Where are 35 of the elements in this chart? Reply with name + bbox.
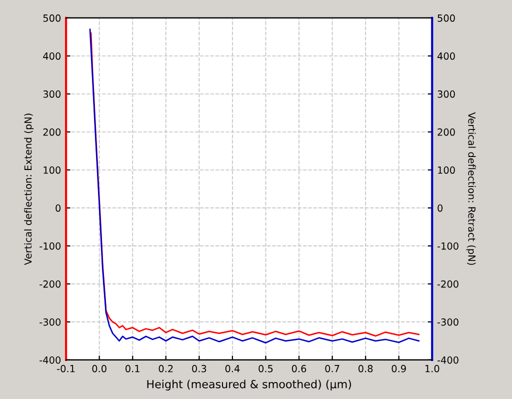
y2-tick-label: 200 — [438, 128, 455, 136]
y2-tick-label: 0 — [438, 204, 443, 212]
y2-tick-label: -100 — [437, 242, 458, 250]
x-tick-label: 0.7 — [325, 364, 340, 372]
y2-tick-label: -400 — [437, 356, 458, 364]
y2-tick-label: -200 — [437, 280, 458, 288]
y2-tick-label: 500 — [438, 14, 455, 22]
y2-tick-label: 400 — [437, 52, 455, 60]
y-tick-label: -400 — [40, 356, 61, 364]
x-tick-label: 0.1 — [126, 364, 140, 372]
x-tick-label: 0.5 — [258, 364, 273, 372]
x-tick-label: 0.4 — [225, 364, 240, 372]
x-tick-label: 0.6 — [292, 364, 306, 372]
y-tick-label: -200 — [40, 280, 61, 288]
y2-axis-title: Vertical deflection: Retract (pN) — [466, 112, 476, 265]
x-axis-title: Height (measured & smoothed) (µm) — [147, 380, 352, 390]
x-tick-label: 0.8 — [358, 364, 373, 372]
x-tick-label: 1.0 — [425, 364, 440, 372]
y-tick-label: 400 — [43, 52, 61, 60]
y-tick-label: 0 — [56, 204, 61, 212]
y-tick-label: -300 — [40, 318, 61, 326]
y-tick-label: 100 — [44, 166, 61, 174]
y-tick-label: 500 — [43, 14, 61, 22]
y-axis-title: Vertical deflection: Extend (pN) — [24, 114, 34, 265]
x-tick-label: -0.1 — [57, 364, 75, 372]
y2-tick-label: 100 — [438, 166, 455, 174]
y-tick-label: 200 — [43, 128, 61, 136]
x-tick-label: 0.9 — [392, 364, 406, 372]
y2-tick-label: 300 — [438, 90, 455, 98]
y-tick-label: 300 — [43, 90, 61, 98]
x-tick-label: 0.0 — [92, 364, 106, 372]
y2-tick-label: -300 — [437, 318, 458, 326]
y-tick-label: -100 — [40, 242, 61, 250]
x-tick-label: 0.2 — [158, 364, 173, 372]
x-tick-label: 0.3 — [192, 364, 206, 372]
